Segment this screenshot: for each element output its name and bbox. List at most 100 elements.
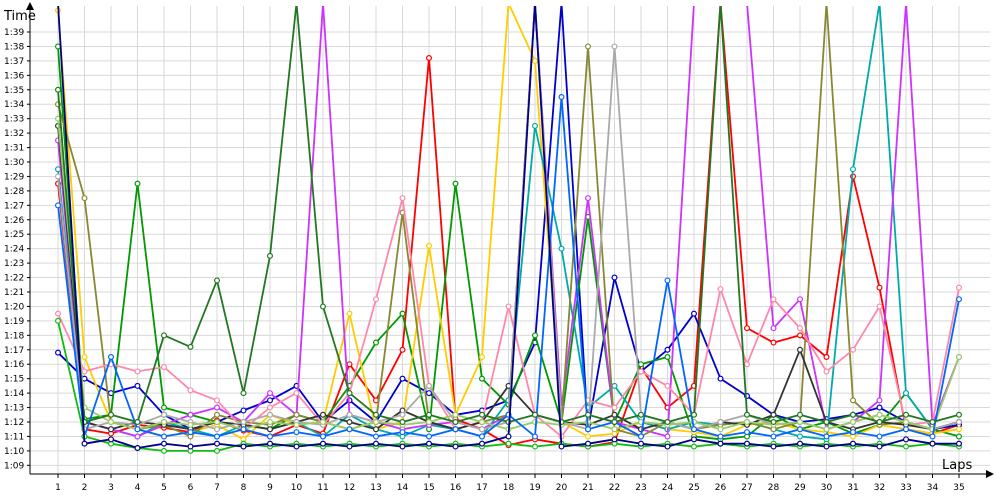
- series-point: [320, 440, 327, 447]
- series-point: [584, 426, 591, 433]
- series-point: [187, 343, 194, 350]
- series-point: [426, 419, 433, 426]
- series-point: [399, 310, 406, 317]
- series-point: [187, 387, 194, 394]
- series-point: [770, 443, 777, 450]
- series-point: [505, 303, 512, 310]
- series-point: [876, 397, 883, 404]
- series-point: [955, 440, 962, 447]
- series-point: [267, 440, 274, 447]
- x-tick-label: 14: [397, 483, 409, 493]
- y-tick-label: 1:25: [4, 230, 24, 240]
- series-point: [320, 411, 327, 418]
- series-point: [267, 252, 274, 259]
- series-point: [505, 440, 512, 447]
- x-tick-label: 1: [55, 483, 61, 493]
- series-point: [558, 443, 565, 450]
- series-point: [664, 433, 671, 440]
- series-point: [452, 419, 459, 426]
- series-point: [214, 440, 221, 447]
- series-point: [134, 426, 141, 433]
- x-tick-label: 8: [241, 483, 247, 493]
- series-point: [823, 368, 830, 375]
- x-tick-label: 29: [794, 483, 806, 493]
- y-tick-label: 1:32: [4, 129, 24, 139]
- series-point: [320, 303, 327, 310]
- series-point: [902, 443, 909, 450]
- series-point: [584, 440, 591, 447]
- series-point: [637, 433, 644, 440]
- series-point: [81, 354, 88, 361]
- series-point: [796, 332, 803, 339]
- axes: [26, 2, 994, 478]
- series-point: [690, 436, 697, 443]
- series-point: [929, 433, 936, 440]
- x-tick-label: 10: [291, 483, 303, 493]
- series-point: [664, 346, 671, 353]
- series-point: [849, 346, 856, 353]
- y-tick-label: 1:38: [4, 42, 24, 52]
- series-point: [743, 419, 750, 426]
- series-point: [876, 433, 883, 440]
- series-point: [426, 242, 433, 249]
- y-tick-label: 1:33: [4, 115, 24, 125]
- series-point: [770, 325, 777, 332]
- x-tick-label: 4: [135, 483, 141, 493]
- series-point: [293, 443, 300, 450]
- y-axis-title: Time: [3, 9, 36, 24]
- series-point: [399, 419, 406, 426]
- x-tick-label: 18: [503, 483, 515, 493]
- series-point: [611, 43, 618, 50]
- series-point: [664, 277, 671, 284]
- series-point: [743, 361, 750, 368]
- series-point: [611, 404, 618, 411]
- y-tick-label: 1:15: [4, 375, 24, 385]
- x-tick-label: 13: [370, 483, 381, 493]
- series-point: [320, 419, 327, 426]
- series-point: [452, 180, 459, 187]
- series-point: [346, 411, 353, 418]
- series-point: [479, 426, 486, 433]
- series-point: [902, 419, 909, 426]
- series-point: [240, 390, 247, 397]
- series-point: [293, 421, 300, 428]
- series-point: [426, 390, 433, 397]
- series-point: [187, 443, 194, 450]
- series-point: [584, 195, 591, 202]
- series-point: [902, 390, 909, 397]
- series-point: [611, 382, 618, 389]
- series-point: [214, 397, 221, 404]
- series-point: [240, 419, 247, 426]
- series-point: [955, 433, 962, 440]
- series-point: [584, 43, 591, 50]
- series-point: [690, 310, 697, 317]
- series-point: [955, 296, 962, 303]
- x-tick-label: 28: [768, 483, 780, 493]
- series-point: [346, 390, 353, 397]
- series-point: [531, 122, 538, 129]
- series-point: [637, 368, 644, 375]
- series-point: [161, 404, 168, 411]
- series-point: [399, 346, 406, 353]
- series-point: [54, 202, 61, 209]
- series-point: [955, 419, 962, 426]
- series-point: [717, 426, 724, 433]
- series-point: [664, 443, 671, 450]
- series-point: [399, 195, 406, 202]
- x-tick-label: 35: [953, 483, 964, 493]
- series-point: [637, 411, 644, 418]
- series-point: [187, 421, 194, 428]
- series-point: [54, 86, 61, 93]
- series-point: [452, 426, 459, 433]
- series-point: [214, 426, 221, 433]
- series-point: [81, 368, 88, 375]
- series-point: [796, 411, 803, 418]
- series-point: [214, 447, 221, 454]
- series-point: [558, 93, 565, 100]
- series-point: [743, 411, 750, 418]
- y-tick-label: 1:24: [4, 245, 24, 255]
- series-point: [426, 54, 433, 61]
- series-point: [743, 429, 750, 436]
- series-point: [346, 310, 353, 317]
